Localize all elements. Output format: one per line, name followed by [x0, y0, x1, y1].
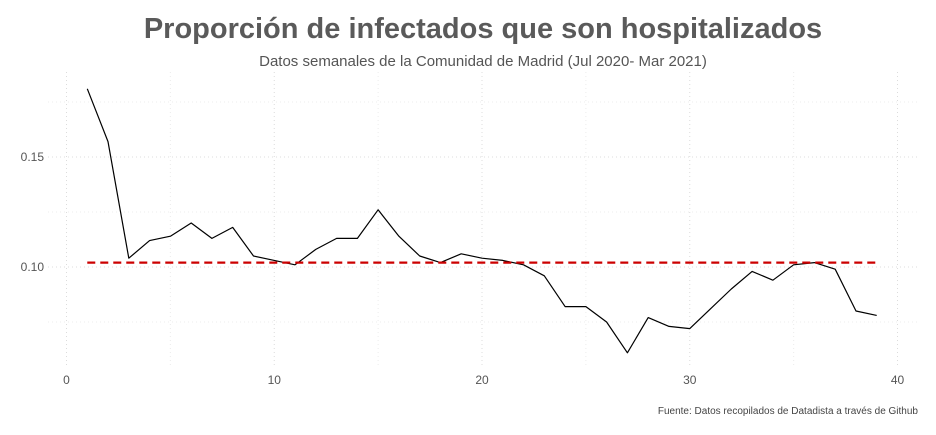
y-tick-label: 0.15 — [21, 150, 45, 164]
chart-title: Proporción de infectados que son hospita… — [144, 13, 822, 45]
plot-area — [86, 88, 877, 354]
chart-caption: Fuente: Datos recopilados de Datadista a… — [658, 406, 919, 417]
y-tick-label: 0.10 — [21, 260, 45, 274]
x-tick-label: 20 — [475, 373, 489, 387]
series-line — [86, 88, 877, 354]
axis-ticks: 0 10 20 30 40 0.10 0.15 — [21, 150, 905, 387]
chart-subtitle: Datos semanales de la Comunidad de Madri… — [259, 53, 707, 70]
x-tick-label: 0 — [63, 373, 70, 387]
x-tick-label: 10 — [268, 373, 282, 387]
x-tick-label: 40 — [891, 373, 905, 387]
x-tick-label: 30 — [683, 373, 697, 387]
grid — [48, 72, 918, 367]
